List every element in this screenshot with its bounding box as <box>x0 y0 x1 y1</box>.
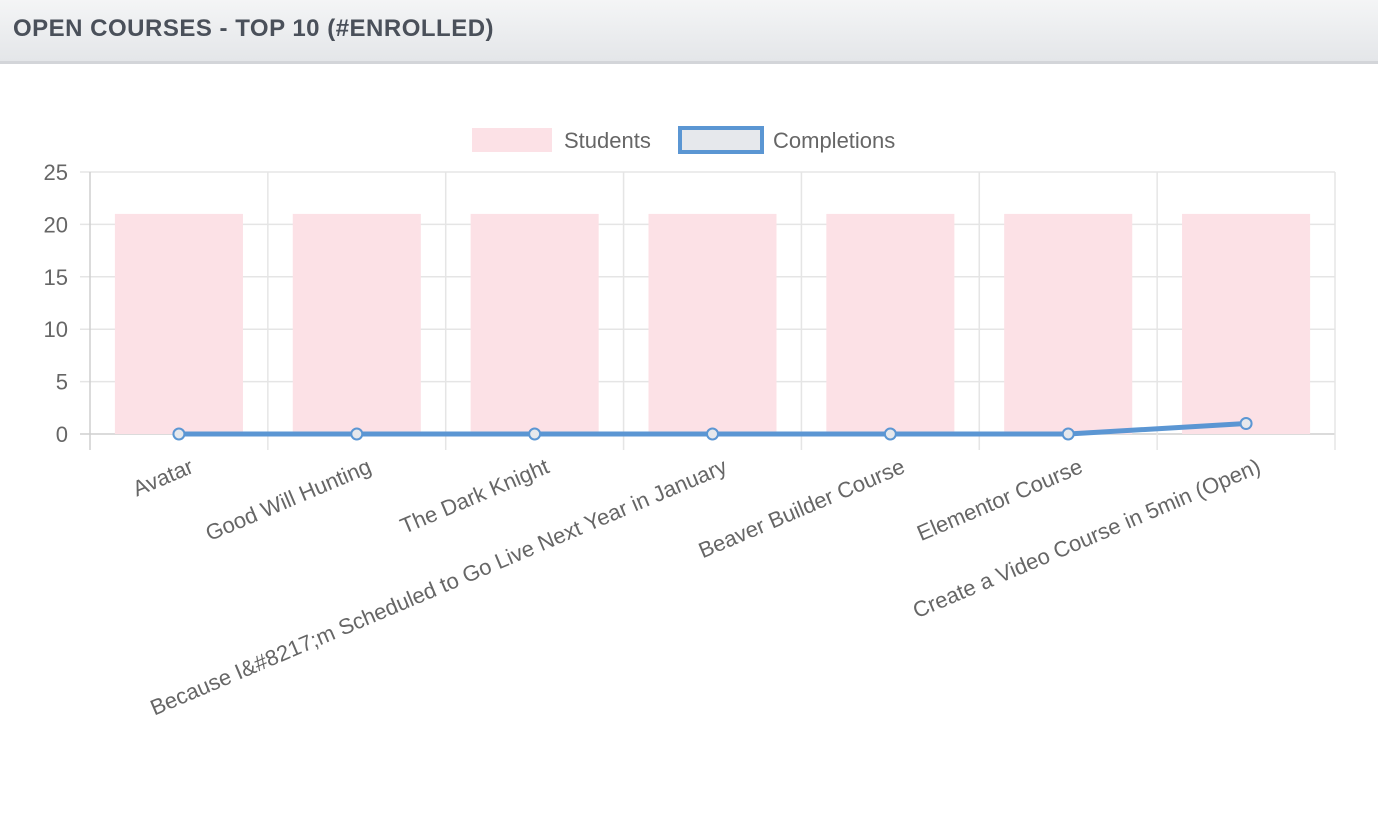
completions-point <box>1061 427 1075 441</box>
students-bar <box>1182 213 1311 434</box>
y-tick-label: 15 <box>44 265 68 290</box>
chart-legend: Students Completions <box>472 126 895 154</box>
completions-point <box>528 427 542 441</box>
x-tick-label: Elementor Course <box>913 454 1086 546</box>
completions-line-series <box>172 417 1253 441</box>
completions-point <box>1239 417 1253 431</box>
y-tick-label: 0 <box>56 422 68 447</box>
panel-title: OPEN COURSES - TOP 10 (#ENROLLED) <box>13 15 495 42</box>
students-bar <box>114 213 243 434</box>
completions-point <box>706 427 719 441</box>
legend-swatch-students <box>472 128 552 152</box>
legend-label-completions: Completions <box>773 128 895 153</box>
x-tick-label: Because I&#8217;m Scheduled to Go Live N… <box>147 454 731 721</box>
x-tick-label: The Dark Knight <box>396 454 552 539</box>
legend-label-students: Students <box>564 128 651 153</box>
completions-point <box>883 427 897 441</box>
y-tick-label: 10 <box>44 317 68 342</box>
y-tick-label: 25 <box>44 160 68 185</box>
students-bar <box>1004 213 1133 434</box>
panel-header: OPEN COURSES - TOP 10 (#ENROLLED) <box>0 0 1378 64</box>
completions-point <box>350 427 364 441</box>
x-tick-label: Create a Video Course in 5min (Open) <box>909 454 1264 624</box>
y-tick-label: 5 <box>56 370 68 395</box>
completions-point <box>172 427 186 441</box>
x-axis-ticks: Avatar Good Will Hunting The Dark KnightBe… <box>129 454 1264 721</box>
students-bar <box>292 213 421 434</box>
legend-swatch-completions <box>678 126 764 154</box>
y-axis-ticks: 0 5 10 15 20 25 <box>44 160 68 447</box>
students-bar <box>826 213 955 434</box>
students-bar <box>470 213 599 434</box>
x-tick-label: Good Will Hunting <box>202 454 375 546</box>
y-tick-label: 20 <box>44 212 68 237</box>
students-bars <box>114 213 1311 434</box>
x-tick-label: Avatar <box>129 454 197 502</box>
students-bar <box>648 213 777 434</box>
